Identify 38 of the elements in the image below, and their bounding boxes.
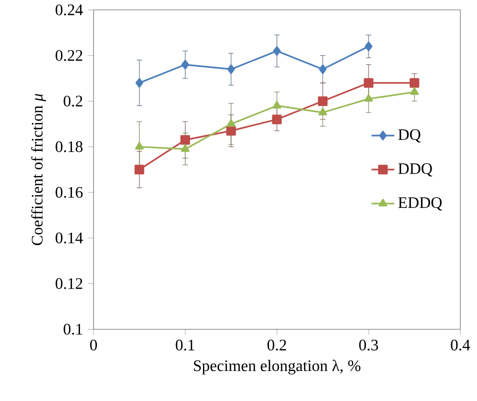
x-tick-label: 0 [90,339,97,350]
point [180,144,190,152]
point [272,114,282,124]
y-tick-label: 0.16 [56,186,83,198]
point [135,142,144,150]
point [410,78,420,88]
point [364,94,373,102]
x-tick-label: 0.1 [176,339,194,350]
y-tick-label: 0.24 [56,4,83,16]
point [227,64,235,74]
legend-label: EDDQ [398,197,442,210]
point [136,78,144,88]
point [181,60,190,70]
y-axis-title: Coefficient of friction μ [31,94,46,245]
y-tick-label: 0.14 [56,232,83,244]
y-tick-label: 0.12 [56,278,82,289]
y-tick-label: 0.22 [56,50,82,61]
point [364,78,374,88]
y-tick-label: 0.2 [64,96,82,106]
x-tick-label: 0.3 [359,339,378,350]
legend-label: DQ [398,129,421,142]
point [134,164,144,174]
point [273,46,281,56]
x-tick-label: 0.2 [268,339,286,350]
point [226,126,236,136]
point [272,100,282,108]
point [318,96,328,106]
x-tick-label: 0.4 [450,339,470,350]
point [318,64,327,74]
y-tick-label: 0.18 [56,141,82,152]
x-axis-title: Specimen elongation λ, % [194,360,360,374]
legend-label: DDQ [398,163,432,176]
point [364,41,372,52]
point [226,118,236,127]
y-tick-label: 0.1 [64,324,82,334]
point [180,134,190,145]
point [318,108,328,116]
point [410,87,419,95]
